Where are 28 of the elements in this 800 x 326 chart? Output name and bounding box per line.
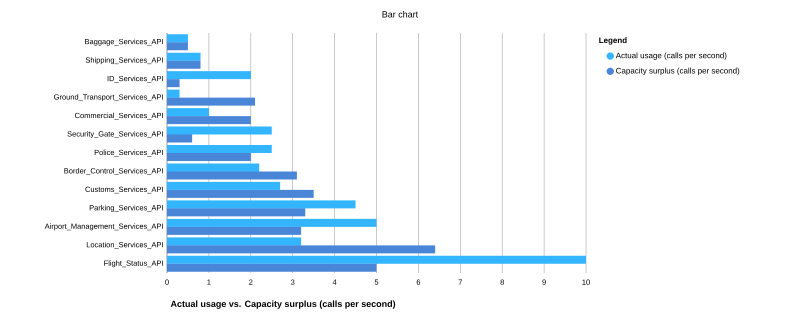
bar — [167, 245, 436, 254]
bar — [167, 126, 272, 135]
bar — [167, 145, 272, 154]
bar — [167, 153, 251, 162]
bar — [167, 237, 302, 246]
bar — [167, 218, 377, 227]
bar — [167, 79, 180, 88]
bar — [167, 200, 356, 208]
bar — [167, 42, 188, 50]
bar — [167, 163, 260, 172]
bar — [167, 226, 302, 235]
bar — [167, 71, 251, 80]
chart-title: Bar chart — [382, 10, 418, 18]
bar — [167, 116, 251, 124]
bar — [167, 134, 192, 143]
bar — [167, 208, 306, 216]
bar — [167, 98, 255, 106]
x-axis-title: Actual usage vs. Capacity surplus (calls per second) — [170, 300, 396, 309]
bar — [167, 108, 209, 116]
bar — [167, 264, 377, 272]
bar — [167, 90, 180, 98]
bar — [167, 256, 586, 264]
bar — [167, 171, 297, 180]
bar — [167, 34, 188, 42]
bar — [167, 52, 201, 61]
bar — [167, 182, 280, 190]
bar — [167, 60, 201, 69]
bar — [167, 190, 314, 198]
